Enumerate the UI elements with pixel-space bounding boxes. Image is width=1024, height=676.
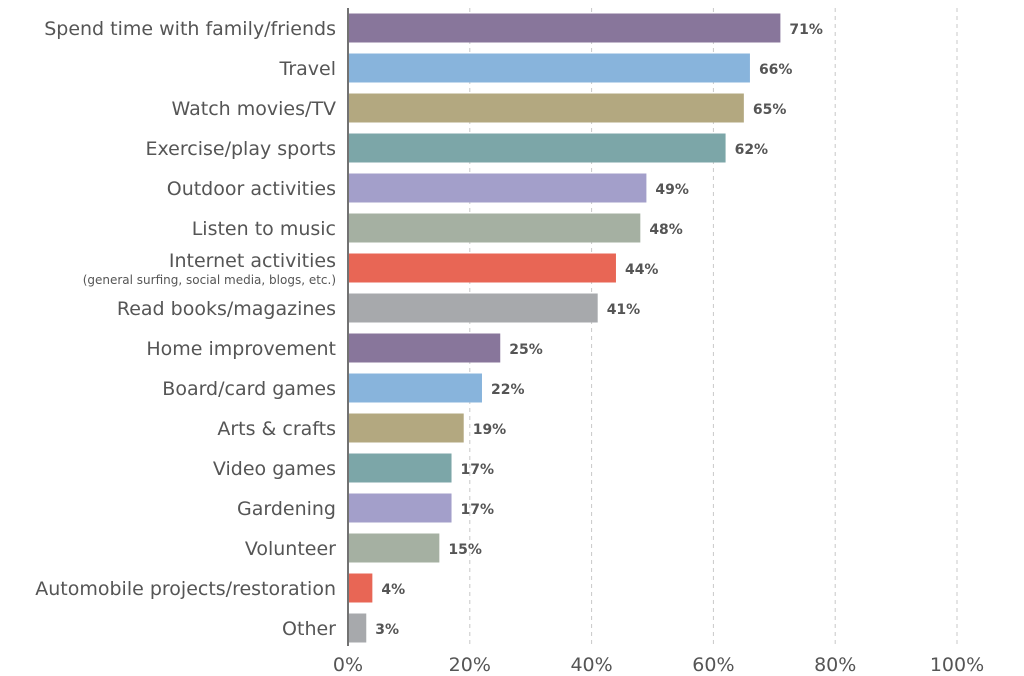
x-tick-label: 80% (814, 654, 856, 676)
bar (349, 613, 367, 643)
bar (349, 293, 598, 323)
value-label: 22% (491, 382, 525, 398)
bar (349, 133, 726, 163)
category-label: Outdoor activities (167, 178, 336, 200)
category-label: Watch movies/TV (172, 98, 336, 120)
bar (349, 253, 616, 283)
category-label: Exercise/play sports (146, 138, 336, 160)
bar (349, 13, 781, 43)
value-label: 71% (789, 22, 823, 38)
bar (349, 213, 641, 243)
x-tick-label: 20% (449, 654, 491, 676)
category-label: Board/card games (162, 378, 336, 400)
bar (349, 373, 482, 403)
x-tick-label: 0% (333, 654, 363, 676)
category-label: Travel (279, 58, 336, 80)
value-label: 19% (473, 422, 507, 438)
bar (349, 53, 750, 83)
bar (349, 533, 440, 563)
x-tick-label: 100% (930, 654, 984, 676)
bar (349, 173, 647, 203)
bar (349, 573, 373, 603)
bar (349, 493, 452, 523)
bar (349, 453, 452, 483)
category-label: Internet activities (169, 250, 336, 272)
category-label: Automobile projects/restoration (35, 578, 336, 600)
value-label: 65% (753, 102, 787, 118)
value-label: 44% (625, 262, 659, 278)
category-label: Other (282, 618, 336, 640)
category-label: Volunteer (245, 538, 336, 560)
value-label: 3% (375, 622, 399, 638)
bar (349, 333, 501, 363)
category-label: Listen to music (192, 218, 336, 240)
value-label: 49% (655, 182, 689, 198)
value-label: 48% (649, 222, 683, 238)
category-sublabel: (general surfing, social media, blogs, e… (83, 273, 336, 287)
value-label: 17% (461, 462, 495, 478)
bar (349, 93, 744, 123)
value-label: 62% (735, 142, 769, 158)
bar (349, 413, 464, 443)
category-label: Video games (213, 458, 336, 480)
value-label: 25% (509, 342, 543, 358)
category-label: Read books/magazines (117, 298, 336, 320)
value-label: 41% (607, 302, 641, 318)
x-tick-label: 40% (570, 654, 612, 676)
category-label: Home improvement (146, 338, 336, 360)
category-label: Gardening (237, 498, 336, 520)
x-tick-label: 60% (692, 654, 734, 676)
value-label: 4% (381, 582, 405, 598)
category-label: Spend time with family/friends (44, 18, 336, 40)
value-label: 66% (759, 62, 793, 78)
value-label: 17% (461, 502, 495, 518)
value-label: 15% (448, 542, 482, 558)
category-label: Arts & crafts (217, 418, 336, 440)
